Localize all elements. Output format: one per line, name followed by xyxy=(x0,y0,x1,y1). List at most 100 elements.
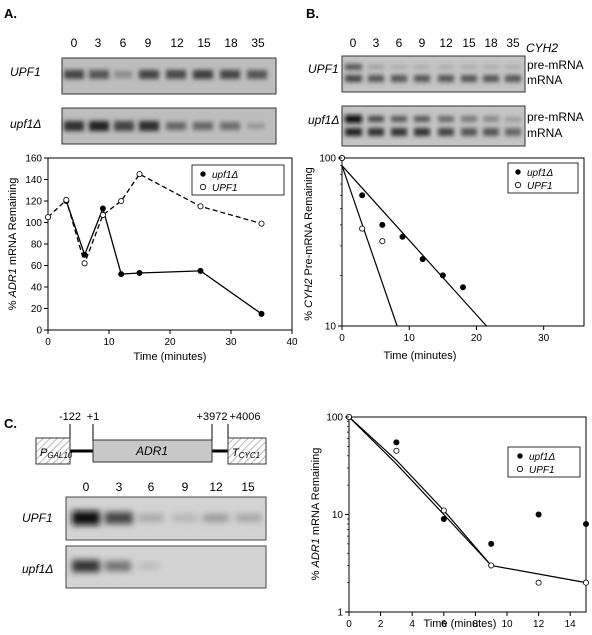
legend-label-upf1: UPF1 xyxy=(529,465,555,476)
panel-b-timepoint: 35 xyxy=(506,36,520,50)
data-point-upf1-delta xyxy=(488,540,495,547)
blot-band-mrna xyxy=(345,75,362,82)
data-point-upf1 xyxy=(583,579,590,586)
data-point-upf1-delta xyxy=(379,221,386,228)
legend-marker-open-circle xyxy=(199,183,207,191)
panel-a-chart: 0 10 20 30 40 0 20 40 60 80 100 120 140 160 upf1Δ UPF… xyxy=(7,154,298,364)
panel-c-timepoint: 12 xyxy=(209,480,223,494)
panel-c-row-label-upf1-delta: upf1Δ xyxy=(22,562,53,576)
data-point-upf1 xyxy=(136,171,143,178)
data-point-upf1 xyxy=(488,562,495,569)
blot-band xyxy=(114,71,132,78)
data-point-upf1-delta xyxy=(419,256,426,263)
panel-a-legend: upf1Δ UPF1 xyxy=(191,164,285,196)
data-point-upf1 xyxy=(379,238,386,245)
panel-b-blot-upf1-delta xyxy=(341,105,526,147)
panel-c-construct-diagram: -122 +1 +3972 +4006 PGAL10 ADR1 TCYC1 xyxy=(35,411,267,465)
blot-band-pre-mrna xyxy=(461,116,477,122)
construct-position-label: +3972 xyxy=(197,411,228,423)
blot-band-mrna xyxy=(368,75,384,82)
blot-band xyxy=(172,514,198,522)
blot-band-pre-mrna xyxy=(368,65,384,69)
panel-c-legend: upf1Δ UPF1 xyxy=(507,446,581,478)
panel-b-timepoint: 18 xyxy=(484,36,498,50)
panel-b-timepoint: 9 xyxy=(419,36,426,50)
panel-c-timepoint-labels: 0 3 6 9 12 15 xyxy=(83,480,255,494)
legend-marker-filled-circle xyxy=(517,453,523,459)
data-point-upf1 xyxy=(118,197,125,204)
blot-band xyxy=(138,563,160,569)
y-tick-label: 1 xyxy=(337,608,343,619)
x-tick-label: 0 xyxy=(45,337,51,348)
blot-band-mrna xyxy=(505,128,521,136)
panel-b-timepoint: 12 xyxy=(439,36,453,50)
data-point-upf1-delta xyxy=(440,515,447,522)
panel-b-xlabel: Time (minutes) xyxy=(384,350,457,362)
panel-a-ylabel: % ADR1 mRNA Remaining xyxy=(7,178,19,311)
blot-band-pre-mrna xyxy=(505,65,521,69)
y-tick-label: 10 xyxy=(332,510,344,521)
blot-band xyxy=(138,514,164,522)
blot-band xyxy=(166,70,186,79)
x-tick-label: 30 xyxy=(538,333,550,344)
blot-band-mrna xyxy=(461,75,477,82)
panel-a-timepoint: 12 xyxy=(170,36,184,50)
data-point-upf1 xyxy=(359,225,366,232)
blot-band-mrna xyxy=(438,75,454,82)
y-tick-label: 80 xyxy=(31,240,43,251)
data-point-upf1-delta xyxy=(136,270,143,277)
panel-a-blot-upf1-delta xyxy=(61,107,277,145)
construct-position-label: +1 xyxy=(87,411,100,423)
blot-band-mrna xyxy=(368,128,384,136)
panel-c-timepoint: 6 xyxy=(148,480,155,494)
y-tick-label: 100 xyxy=(326,413,343,424)
legend-label-upf1-delta: upf1Δ xyxy=(212,170,238,181)
y-tick-label: 160 xyxy=(25,154,42,165)
blot-band-pre-mrna xyxy=(505,117,521,122)
panel-b-band-label-pre-mrna: pre-mRNA xyxy=(527,58,584,72)
legend-label-upf1-delta: upf1Δ xyxy=(527,168,553,179)
data-point-upf1 xyxy=(197,203,204,210)
panel-a-timepoint: 9 xyxy=(145,36,152,50)
data-point-upf1 xyxy=(99,211,106,218)
x-tick-label: 30 xyxy=(225,337,237,348)
panel-b-timepoint: 0 xyxy=(350,36,357,50)
data-point-upf1 xyxy=(258,220,265,227)
gene-box xyxy=(92,439,213,463)
blot-band xyxy=(105,512,133,524)
x-tick-label: 4 xyxy=(409,619,415,630)
blot-band-mrna xyxy=(438,128,454,136)
panel-c-timepoint: 3 xyxy=(116,480,123,494)
data-point-upf1 xyxy=(45,214,52,221)
blot-band xyxy=(139,121,159,131)
data-point-upf1 xyxy=(535,579,542,586)
blot-band-mrna xyxy=(483,75,499,82)
panel-a-label: A. xyxy=(4,6,17,21)
y-tick-label: 60 xyxy=(31,261,43,272)
x-tick-label: 10 xyxy=(103,337,115,348)
panel-c-plot-frame xyxy=(348,416,587,613)
blot-band xyxy=(193,122,213,130)
blot-band xyxy=(247,70,267,79)
y-tick-label: 40 xyxy=(31,283,43,294)
panel-a-timepoint: 35 xyxy=(251,36,265,50)
blot-band xyxy=(203,514,229,522)
blot-band xyxy=(89,121,109,131)
data-point-upf1-delta xyxy=(393,439,400,446)
panel-c-label: C. xyxy=(4,416,17,431)
blot-band xyxy=(220,70,240,79)
blot-band xyxy=(72,560,100,572)
construct-position-label: +4006 xyxy=(230,411,261,423)
legend-marker-open-circle xyxy=(516,465,524,473)
fit-line-upf1 xyxy=(348,416,587,584)
fit-line-upf1-delta xyxy=(348,416,492,566)
panel-c-timepoint: 15 xyxy=(241,480,255,494)
panel-a-timepoint: 18 xyxy=(224,36,238,50)
legend-label-upf1: UPF1 xyxy=(527,181,553,192)
construct-position-label: -122 xyxy=(59,411,81,423)
panel-a-timepoint-labels: 0 3 6 9 12 15 18 35 xyxy=(71,36,265,50)
panel-a-timepoint: 15 xyxy=(197,36,211,50)
data-point-upf1 xyxy=(63,196,70,203)
promoter-box xyxy=(35,437,71,465)
